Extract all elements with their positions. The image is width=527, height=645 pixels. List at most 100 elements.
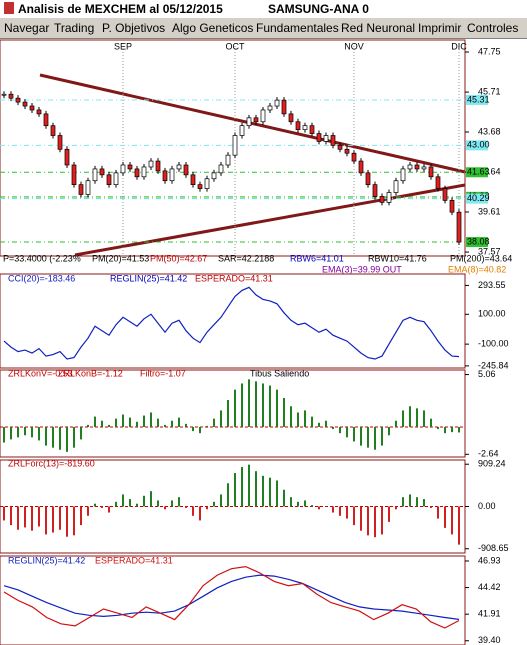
candle [148, 160, 154, 168]
histogram-bar [129, 499, 131, 507]
histogram-bar [101, 420, 103, 427]
candle [211, 172, 217, 180]
menu-item[interactable]: Fundamentales [256, 21, 339, 35]
y-tick-label: 45.71 [478, 86, 501, 96]
histogram-bar [255, 471, 257, 507]
candle [8, 93, 14, 99]
candle [197, 184, 203, 189]
title-bar: Analisis de MEXCHEM al 05/12/2015 SAMSUN… [0, 0, 527, 18]
histogram-bar [451, 426, 453, 433]
histogram-bar [458, 506, 460, 545]
histogram-bar [311, 505, 313, 507]
legend-label: CCI(20)=-183.46 [8, 273, 75, 283]
candle [330, 135, 336, 146]
histogram-bar [17, 426, 19, 438]
histogram-bar [367, 506, 369, 536]
histogram-bar [199, 426, 201, 434]
level-label: 40.29 [467, 193, 490, 203]
level-box [466, 167, 488, 178]
candle [106, 174, 112, 186]
menu-item[interactable]: Navegar [4, 21, 50, 35]
candle [225, 154, 231, 166]
candle [22, 101, 28, 107]
histogram-bar [395, 506, 397, 510]
histogram-bar [3, 426, 5, 443]
menu-item[interactable]: Algo Geneticos [172, 21, 254, 35]
histogram-bar [192, 506, 194, 516]
candle [141, 166, 147, 178]
level-box [466, 237, 488, 248]
histogram-bar [171, 500, 173, 507]
histogram-bar [24, 506, 26, 528]
candle [162, 170, 168, 182]
histogram-bar [220, 410, 222, 427]
y-tick-label: -100.00 [478, 339, 509, 349]
price-label: PM(200)=43.64 [450, 253, 512, 263]
candle [421, 166, 427, 170]
y-tick-label: 43.68 [478, 126, 501, 136]
y-tick-label: 37.57 [478, 246, 501, 256]
histogram-bar [430, 506, 432, 508]
candle [57, 135, 63, 150]
y-tick-label: 44.42 [478, 582, 501, 592]
indicator-label: ZRLKonB=-1.12 [58, 368, 123, 378]
y-tick-label: -908.65 [478, 543, 509, 553]
histogram-bar [395, 420, 397, 427]
histogram-bar [66, 426, 68, 452]
histogram-bar [416, 497, 418, 507]
histogram-bar [353, 426, 355, 442]
histogram-bar [10, 506, 12, 526]
candle [358, 160, 364, 174]
histogram-bar [290, 497, 292, 507]
panel-frame [0, 273, 466, 369]
histogram-bar [178, 497, 180, 507]
histogram-bar [269, 385, 271, 427]
legend-label: ZRLKonV=-0.53 [8, 368, 73, 378]
menu-item[interactable]: Red Neuronal [341, 21, 416, 35]
menu-item[interactable]: Imprimir [418, 21, 462, 35]
candle [274, 99, 280, 107]
level-box [466, 94, 488, 105]
candle [169, 168, 175, 182]
candle [456, 211, 462, 243]
menu-item[interactable]: Controles [467, 21, 519, 35]
candle [204, 178, 210, 189]
window-title: Analisis de MEXCHEM al 05/12/2015 [18, 2, 223, 16]
histogram-bar [206, 506, 208, 510]
histogram-bar [87, 424, 89, 427]
histogram-bar [185, 423, 187, 427]
app-icon [4, 2, 14, 14]
histogram-bar [164, 506, 166, 510]
histogram-bar [59, 506, 61, 530]
candle [372, 184, 378, 197]
price-label: EMA(3)=39.99 OUT [322, 264, 402, 274]
candle [239, 125, 245, 136]
candle [50, 125, 56, 136]
menu-item[interactable]: P. Objetivos [102, 21, 166, 35]
y-tick-label: 100.00 [478, 309, 506, 319]
indicator-label: REGLIN(25)=41.42 [110, 273, 187, 283]
candle [127, 164, 133, 170]
candle [267, 105, 273, 111]
histogram-bar [374, 506, 376, 538]
histogram-bar [346, 506, 348, 519]
histogram-bar [157, 418, 159, 427]
histogram-bar [283, 489, 285, 507]
histogram-bar [80, 426, 82, 440]
histogram-bar [129, 417, 131, 427]
level-box [466, 140, 488, 151]
price-label: RBW6=41.01 [290, 253, 344, 263]
indicator-label: Tibus Saliendo [250, 368, 309, 378]
candle [113, 172, 119, 186]
histogram-bar [409, 494, 411, 507]
histogram-bar [178, 417, 180, 427]
histogram-bar [143, 415, 145, 427]
histogram-bar [388, 506, 390, 522]
y-tick-label: 5.06 [478, 369, 496, 379]
candle [309, 125, 315, 134]
histogram-bar [192, 426, 194, 432]
candle [295, 121, 301, 130]
menu-item[interactable]: Trading [54, 21, 95, 35]
histogram-bar [115, 418, 117, 427]
histogram-bar [150, 412, 152, 427]
